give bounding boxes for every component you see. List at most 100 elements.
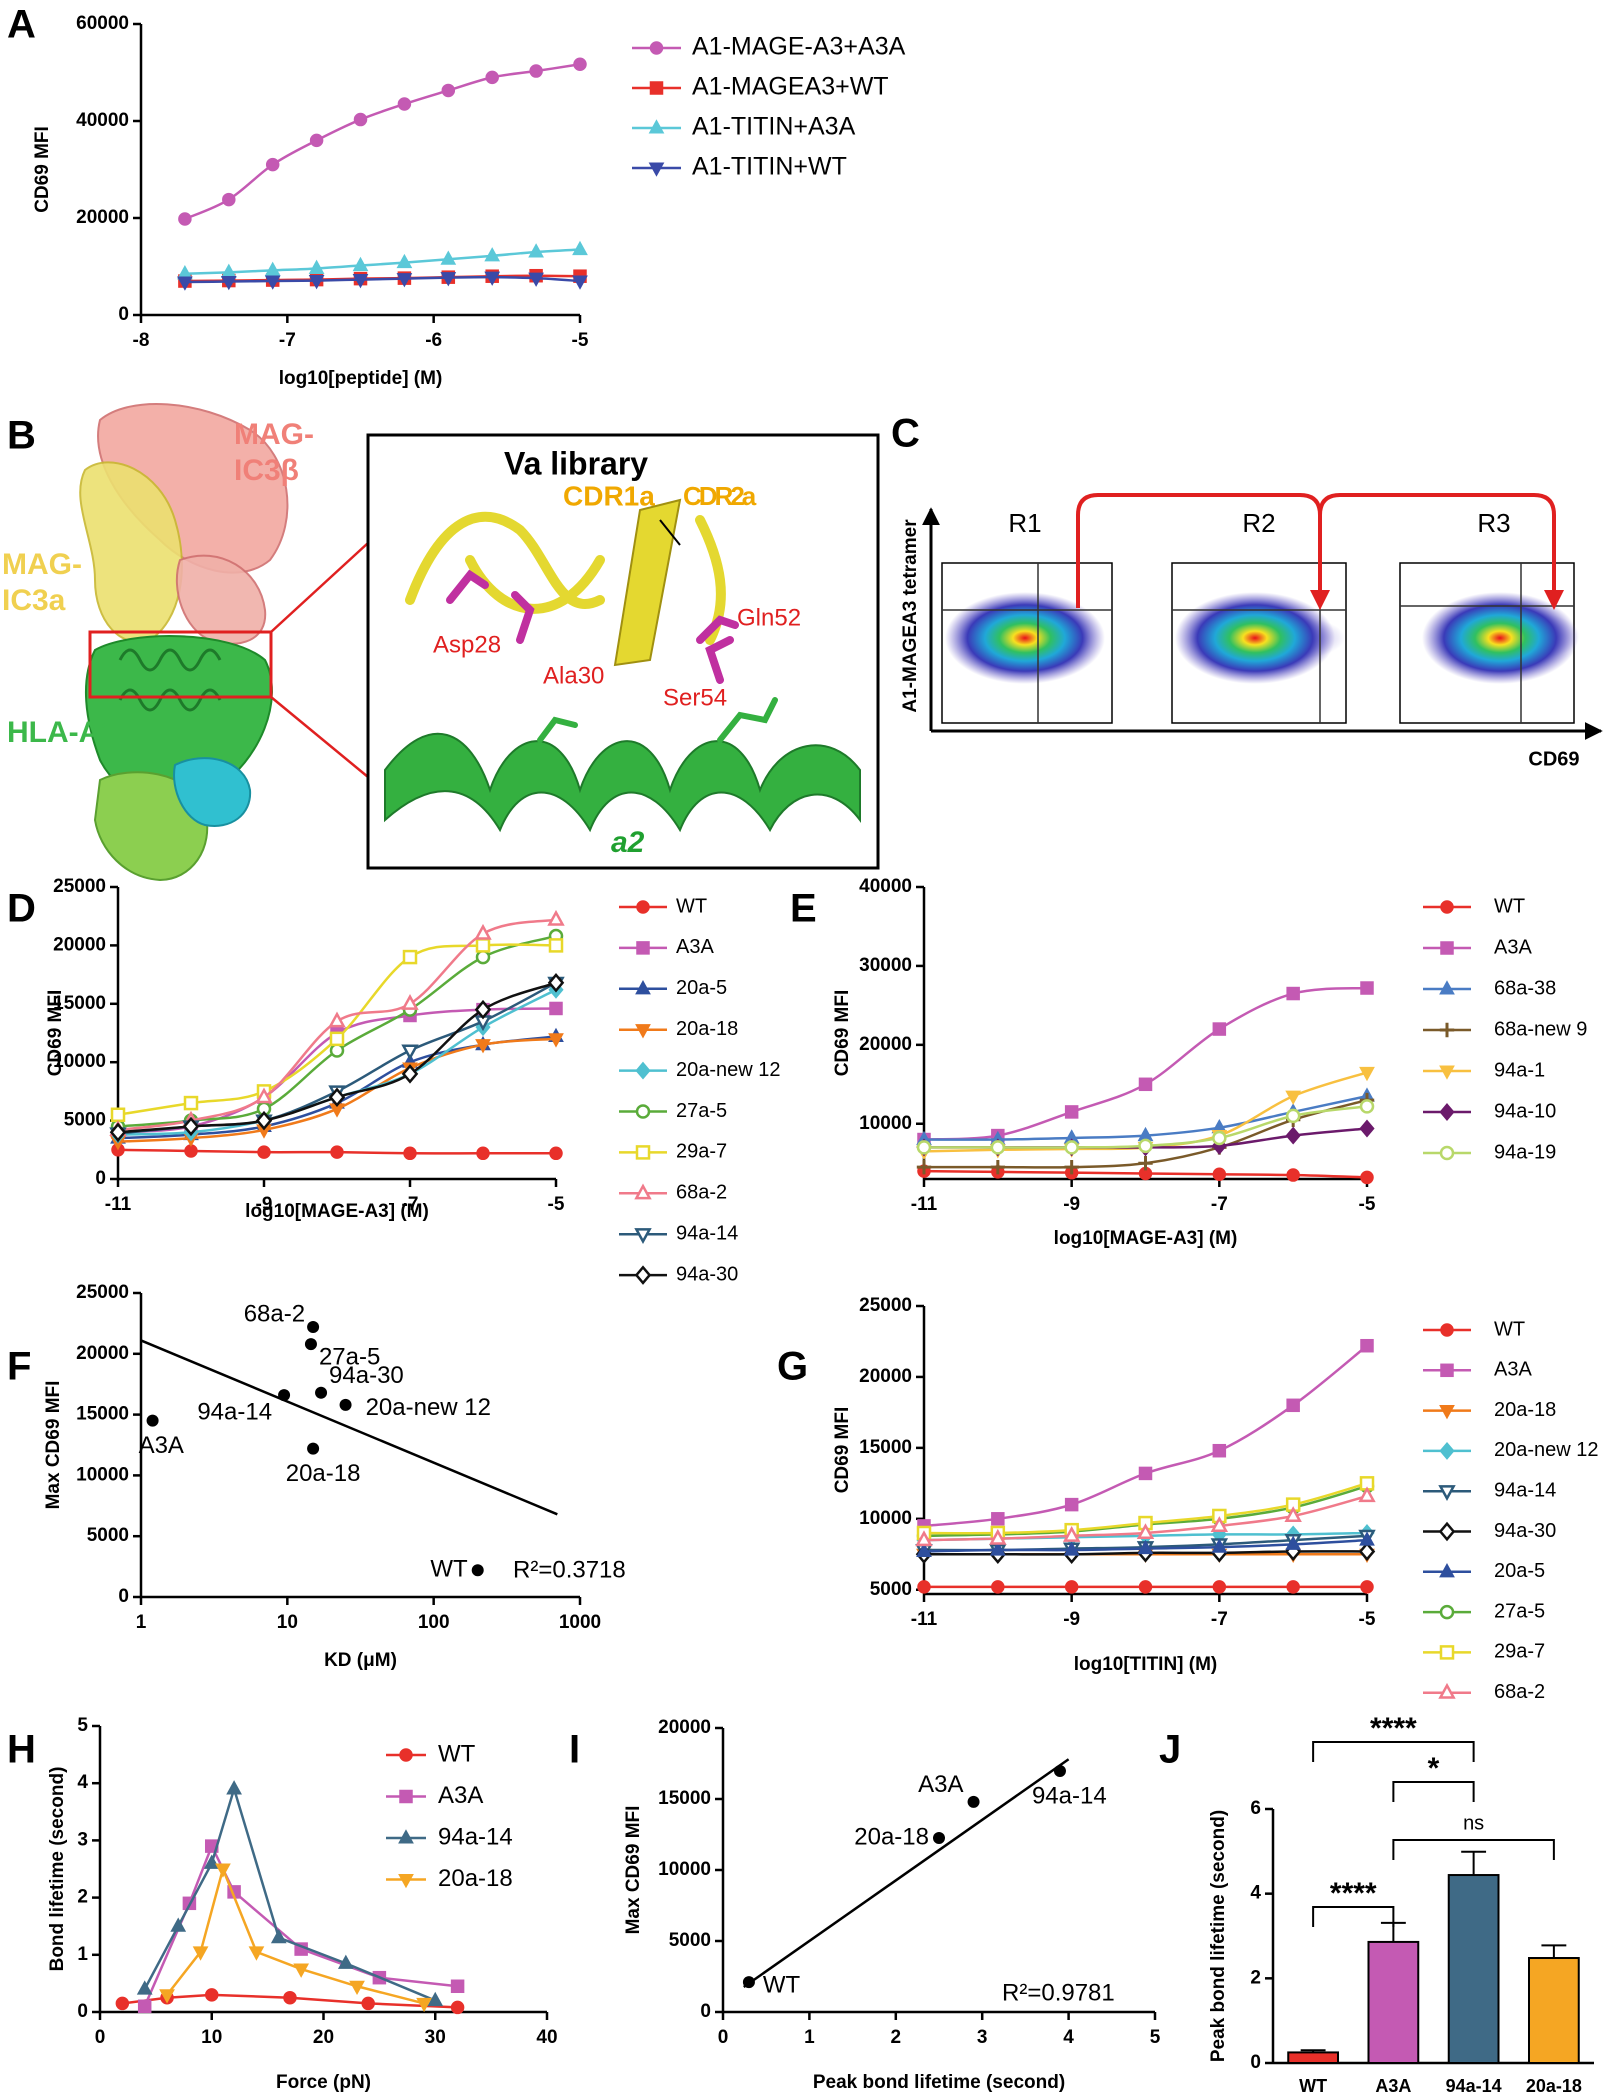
y-tick-label: 20000 (76, 1343, 129, 1364)
legend-marker (635, 1061, 651, 1080)
data-point (1064, 1159, 1079, 1175)
x-tick-label: -9 (1063, 1609, 1080, 1630)
data-point (307, 1321, 320, 1334)
data-point (293, 1963, 310, 1978)
point-label: 27a-5 (319, 1343, 380, 1370)
y-axis-label: CD69 MFI (832, 990, 853, 1077)
legend-label: 94a-10 (1494, 1100, 1556, 1122)
point-label: WT (763, 1972, 801, 1999)
data-point (1138, 1156, 1153, 1171)
x-tick-label: -11 (105, 1194, 132, 1215)
data-point (1359, 1531, 1375, 1546)
annotation: R²=0.3718 (513, 1556, 626, 1583)
x-tick-label: -9 (1063, 1194, 1080, 1215)
data-point (742, 1976, 755, 1989)
panel-letter: I (569, 1728, 580, 1772)
significance-bracket (1392, 1781, 1475, 1802)
bar (1287, 2051, 1340, 2065)
data-point (397, 97, 412, 111)
data-point (1062, 1526, 1081, 1542)
data-point (991, 1580, 1005, 1594)
domain-label: IC3β (234, 454, 299, 487)
significance-bracket (1392, 1839, 1555, 1860)
y-tick-label: 15000 (53, 993, 106, 1014)
y-tick-label: 20000 (76, 207, 129, 228)
data-point (1286, 1580, 1300, 1594)
data-point (352, 274, 369, 289)
panel-letter: E (790, 887, 817, 931)
data-point (1285, 1126, 1301, 1145)
data-point (307, 1442, 320, 1455)
panel-b: B MAG- IC3β MAG- IC3a HLA-A1 Va library … (2, 403, 880, 882)
legend-label: WT (1494, 1318, 1525, 1340)
point-label: WT (430, 1556, 468, 1583)
legend-label: 20a-18 (676, 1018, 738, 1040)
legend-marker (1439, 1645, 1455, 1660)
legend-marker (635, 1024, 651, 1039)
significance-label: **** (1370, 1712, 1417, 1745)
x-tick-label: 2 (891, 2027, 902, 2048)
legend-marker (1439, 1065, 1455, 1080)
panel-letter: H (7, 1728, 36, 1772)
significance-bracket (1312, 1741, 1475, 1762)
x-tick-label: 10 (277, 1612, 298, 1633)
axis-label: CD69 (1528, 748, 1579, 770)
point-label: A3A (918, 1771, 963, 1798)
point-label: 94a-30 (329, 1362, 404, 1389)
legend-label: A1-TITIN+A3A (692, 113, 856, 141)
data-point (416, 1997, 432, 2013)
legend-label: 20a-new 12 (676, 1059, 781, 1081)
data-point (1064, 1497, 1079, 1512)
data-point (1137, 1539, 1154, 1555)
y-axis-label: CD69 MFI (45, 990, 66, 1077)
x-tick-label: 20 (313, 2027, 334, 2048)
y-tick-label: 5000 (870, 1579, 912, 1600)
data-point (573, 57, 587, 72)
data-point (1360, 1338, 1374, 1353)
y-tick-label: 10000 (53, 1051, 106, 1072)
data-point (110, 1107, 126, 1123)
data-point (220, 275, 237, 291)
y-tick-label: 25000 (53, 876, 106, 897)
data-point (1212, 1580, 1227, 1594)
data-point (1053, 1765, 1066, 1778)
legend-marker (1439, 1022, 1455, 1038)
legend-label: 68a-38 (1494, 977, 1556, 999)
data-point (990, 1159, 1006, 1175)
point-label: 94a-14 (1032, 1782, 1107, 1809)
zoom-line (270, 696, 369, 778)
bar (1367, 1940, 1420, 2064)
data-point (1360, 1580, 1374, 1594)
data-point (1285, 1535, 1302, 1550)
point-label: 20a-new 12 (366, 1394, 491, 1421)
legend-marker (1440, 941, 1454, 955)
x-axis-label: log10[peptide] (M) (279, 368, 443, 389)
cdr-label: CDR1a (563, 480, 655, 511)
y-axis-label: Peak bond lifetime (second) (1208, 1810, 1229, 2062)
data-point (1285, 1090, 1302, 1105)
fit-line (140, 1339, 558, 1516)
data-point (309, 133, 324, 148)
y-axis-label: Max CD69 MFI (43, 1381, 64, 1510)
panel-letter: D (7, 887, 36, 931)
legend-label: 94a-1 (1494, 1059, 1545, 1081)
data-point (401, 1064, 419, 1084)
data-point (308, 275, 325, 290)
beta-strand (613, 498, 682, 667)
x-axis-label: log10[MAGE-A3] (M) (245, 1201, 429, 1222)
significance-label: * (1428, 1752, 1440, 1785)
y-tick-label: 3 (77, 1829, 88, 1850)
point-label: 94a-14 (197, 1398, 272, 1425)
legend-marker (1438, 1521, 1456, 1542)
data-point (328, 1087, 346, 1107)
data-point (1359, 1066, 1375, 1082)
legend-marker (1440, 900, 1454, 914)
data-point (484, 247, 501, 262)
round-label: R3 (1477, 508, 1510, 538)
data-point (402, 949, 418, 965)
data-point (549, 1146, 563, 1161)
domain-label: MAG- (2, 548, 82, 581)
data-point (547, 973, 565, 993)
x-tick-label: A3A (1375, 2076, 1411, 2096)
